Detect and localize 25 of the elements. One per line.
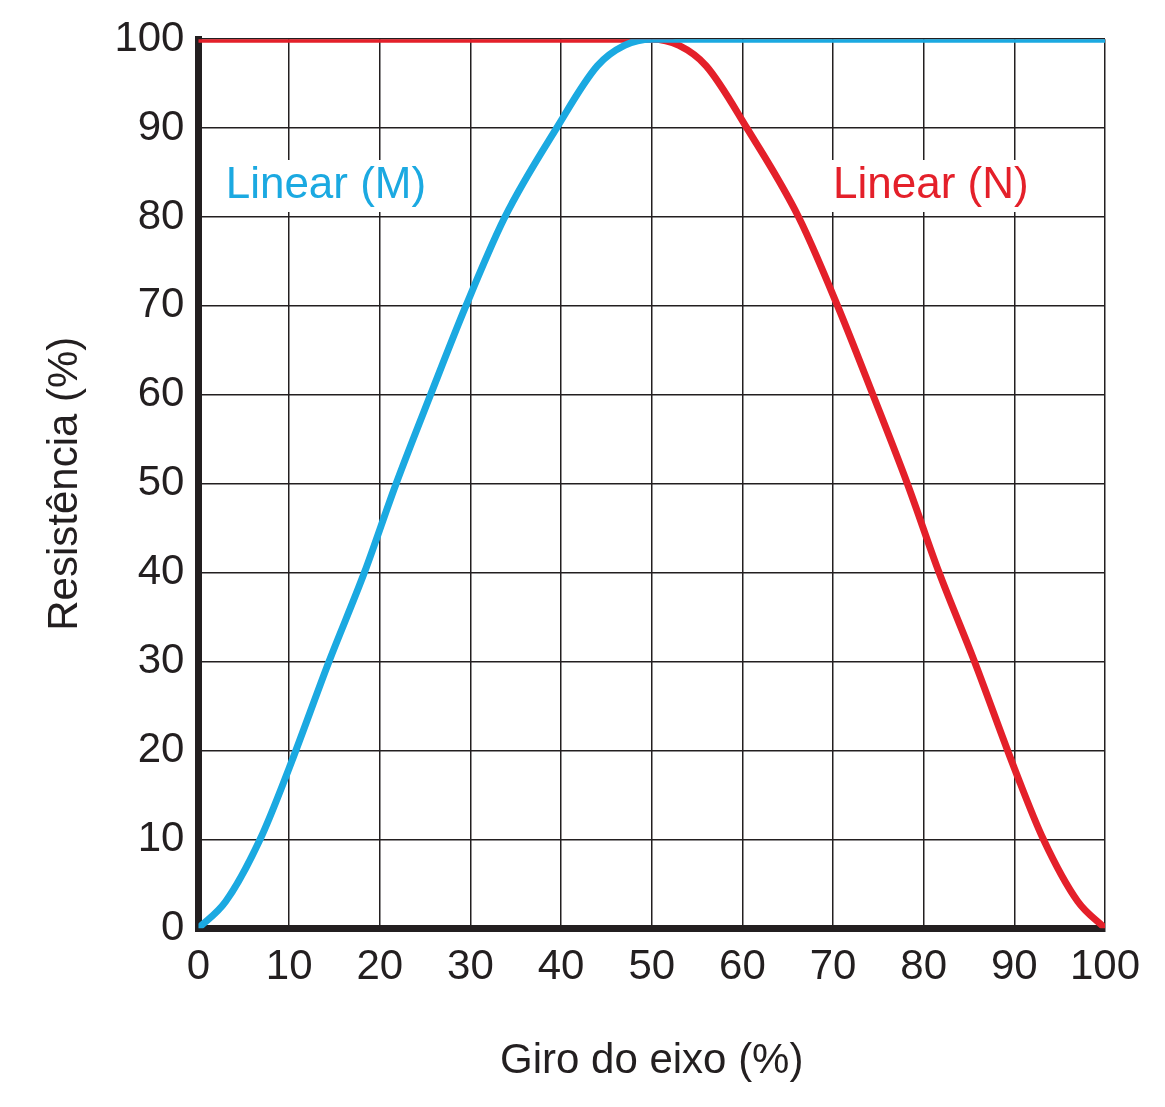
x-tick-label: 90 (990, 940, 1038, 988)
y-axis-title: Resistência (%) (38, 336, 86, 631)
x-tick-label: 70 (809, 940, 857, 988)
x-tick-label: 30 (447, 940, 494, 988)
y-tick-label: 30 (137, 635, 185, 683)
y-tick-label: 50 (137, 457, 185, 505)
x-tick-label: 60 (719, 940, 766, 988)
x-tick-label: 40 (537, 940, 585, 988)
series-label: Linear (N) (833, 158, 1029, 208)
y-tick-label: 60 (137, 368, 185, 416)
x-tick-label: 50 (628, 940, 676, 988)
x-axis-title: Giro do eixo (%) (500, 1035, 804, 1083)
x-tick-label: 80 (900, 940, 948, 988)
y-tick-label: 0 (161, 901, 185, 949)
series-label: Linear (M) (225, 158, 427, 208)
x-tick-label: 20 (356, 940, 404, 988)
y-tick-label: 70 (137, 279, 185, 327)
y-tick-label: 80 (137, 190, 185, 238)
y-tick-label: 100 (114, 12, 185, 60)
x-tick-label: 10 (265, 940, 313, 988)
x-tick-label: 100 (1069, 940, 1141, 988)
y-tick-label: 40 (137, 546, 185, 594)
y-tick-label: 20 (137, 723, 185, 771)
y-tick-label: 10 (137, 812, 185, 860)
y-tick-label: 90 (137, 101, 185, 149)
